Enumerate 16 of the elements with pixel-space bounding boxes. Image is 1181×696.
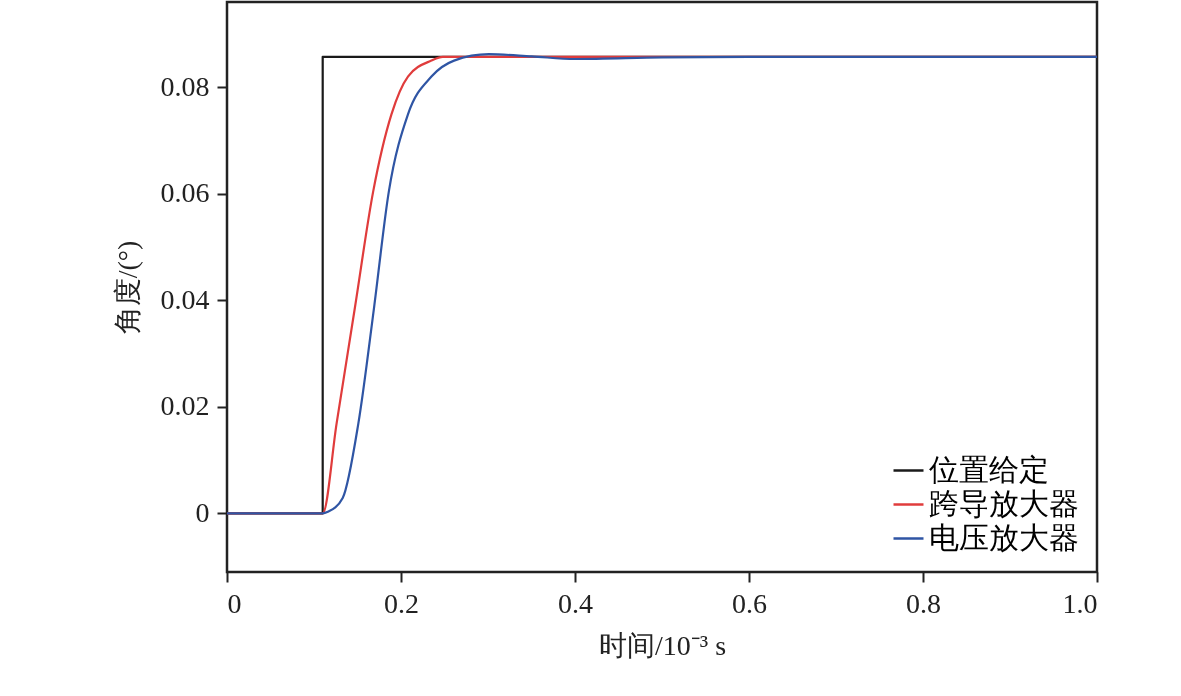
y-tick-label: 0.04 — [160, 283, 210, 315]
y-axis-title: 角度/(°) — [111, 240, 143, 335]
x-tick-label: 1.0 — [1062, 587, 1098, 619]
x-tick-label: 0 — [227, 587, 242, 619]
x-axis-title: 时间/10⁻³ s — [598, 629, 727, 661]
y-tick-label: 0.08 — [160, 70, 210, 102]
y-tick-label: 0.02 — [160, 390, 210, 422]
legend-label: 跨导放大器 — [929, 486, 1079, 520]
x-tick-label: 0.6 — [732, 587, 767, 619]
legend-label: 位置给定 — [929, 452, 1049, 486]
legend-label: 电压放大器 — [929, 520, 1079, 554]
x-tick-label: 0.8 — [906, 587, 941, 619]
y-tick-label: 0 — [195, 496, 210, 528]
y-tick-label: 0.06 — [160, 177, 210, 209]
x-tick-label: 0.4 — [558, 587, 593, 619]
x-tick-label: 0.2 — [384, 587, 419, 619]
